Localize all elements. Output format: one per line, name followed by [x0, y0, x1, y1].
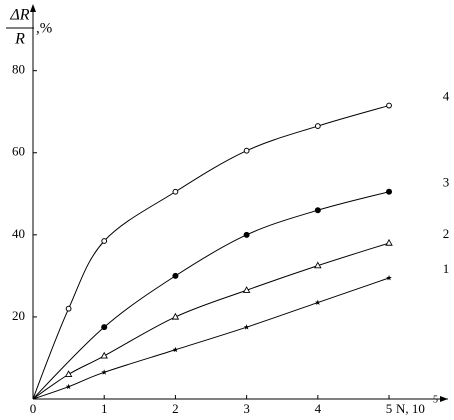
marker — [65, 383, 72, 390]
x-tick-label: 1 — [101, 401, 108, 416]
x-label-exponent: 5 — [433, 394, 438, 405]
marker — [243, 231, 250, 238]
marker — [101, 324, 108, 331]
marker — [386, 102, 392, 109]
marker — [314, 207, 321, 214]
x-tick-label: 2 — [172, 401, 179, 416]
marker — [65, 305, 72, 312]
marker — [101, 238, 108, 244]
curve-label: 3 — [443, 175, 450, 190]
curve — [32, 242, 390, 400]
marker — [100, 351, 108, 359]
x-tick-label: 0 — [30, 401, 37, 416]
marker — [314, 299, 321, 305]
x-tick-label: 3 — [243, 401, 250, 416]
y-tick-label: 80 — [12, 62, 25, 77]
marker — [243, 147, 250, 154]
x-axis-arrow — [440, 396, 448, 402]
y-label-denominator: R — [14, 31, 25, 48]
curve-label: 1 — [443, 261, 450, 276]
y-label-unit: ,% — [36, 20, 52, 36]
marker — [172, 272, 179, 279]
x-tick-label: 4 — [315, 401, 322, 416]
marker — [64, 370, 73, 378]
curve-label: 4 — [443, 89, 450, 104]
y-label-numerator: ΔR — [9, 7, 29, 24]
marker — [385, 238, 393, 246]
marker — [101, 369, 108, 375]
y-tick-label: 20 — [12, 308, 25, 323]
x-label: N, 10 — [396, 401, 425, 416]
marker — [386, 274, 392, 281]
curve-label: 2 — [443, 226, 450, 241]
marker — [172, 346, 179, 353]
y-tick-label: 60 — [12, 144, 25, 159]
marker — [242, 286, 251, 293]
marker — [386, 188, 393, 195]
curve — [32, 191, 390, 400]
marker — [243, 324, 250, 330]
marker — [171, 312, 180, 320]
curve — [32, 105, 390, 400]
marker — [172, 188, 179, 195]
y-tick-label: 40 — [12, 226, 25, 241]
curve — [32, 277, 390, 400]
x-tick-label: 5 — [386, 401, 393, 416]
marker — [314, 261, 322, 269]
marker — [314, 123, 321, 129]
y-axis-arrow — [30, 4, 36, 12]
